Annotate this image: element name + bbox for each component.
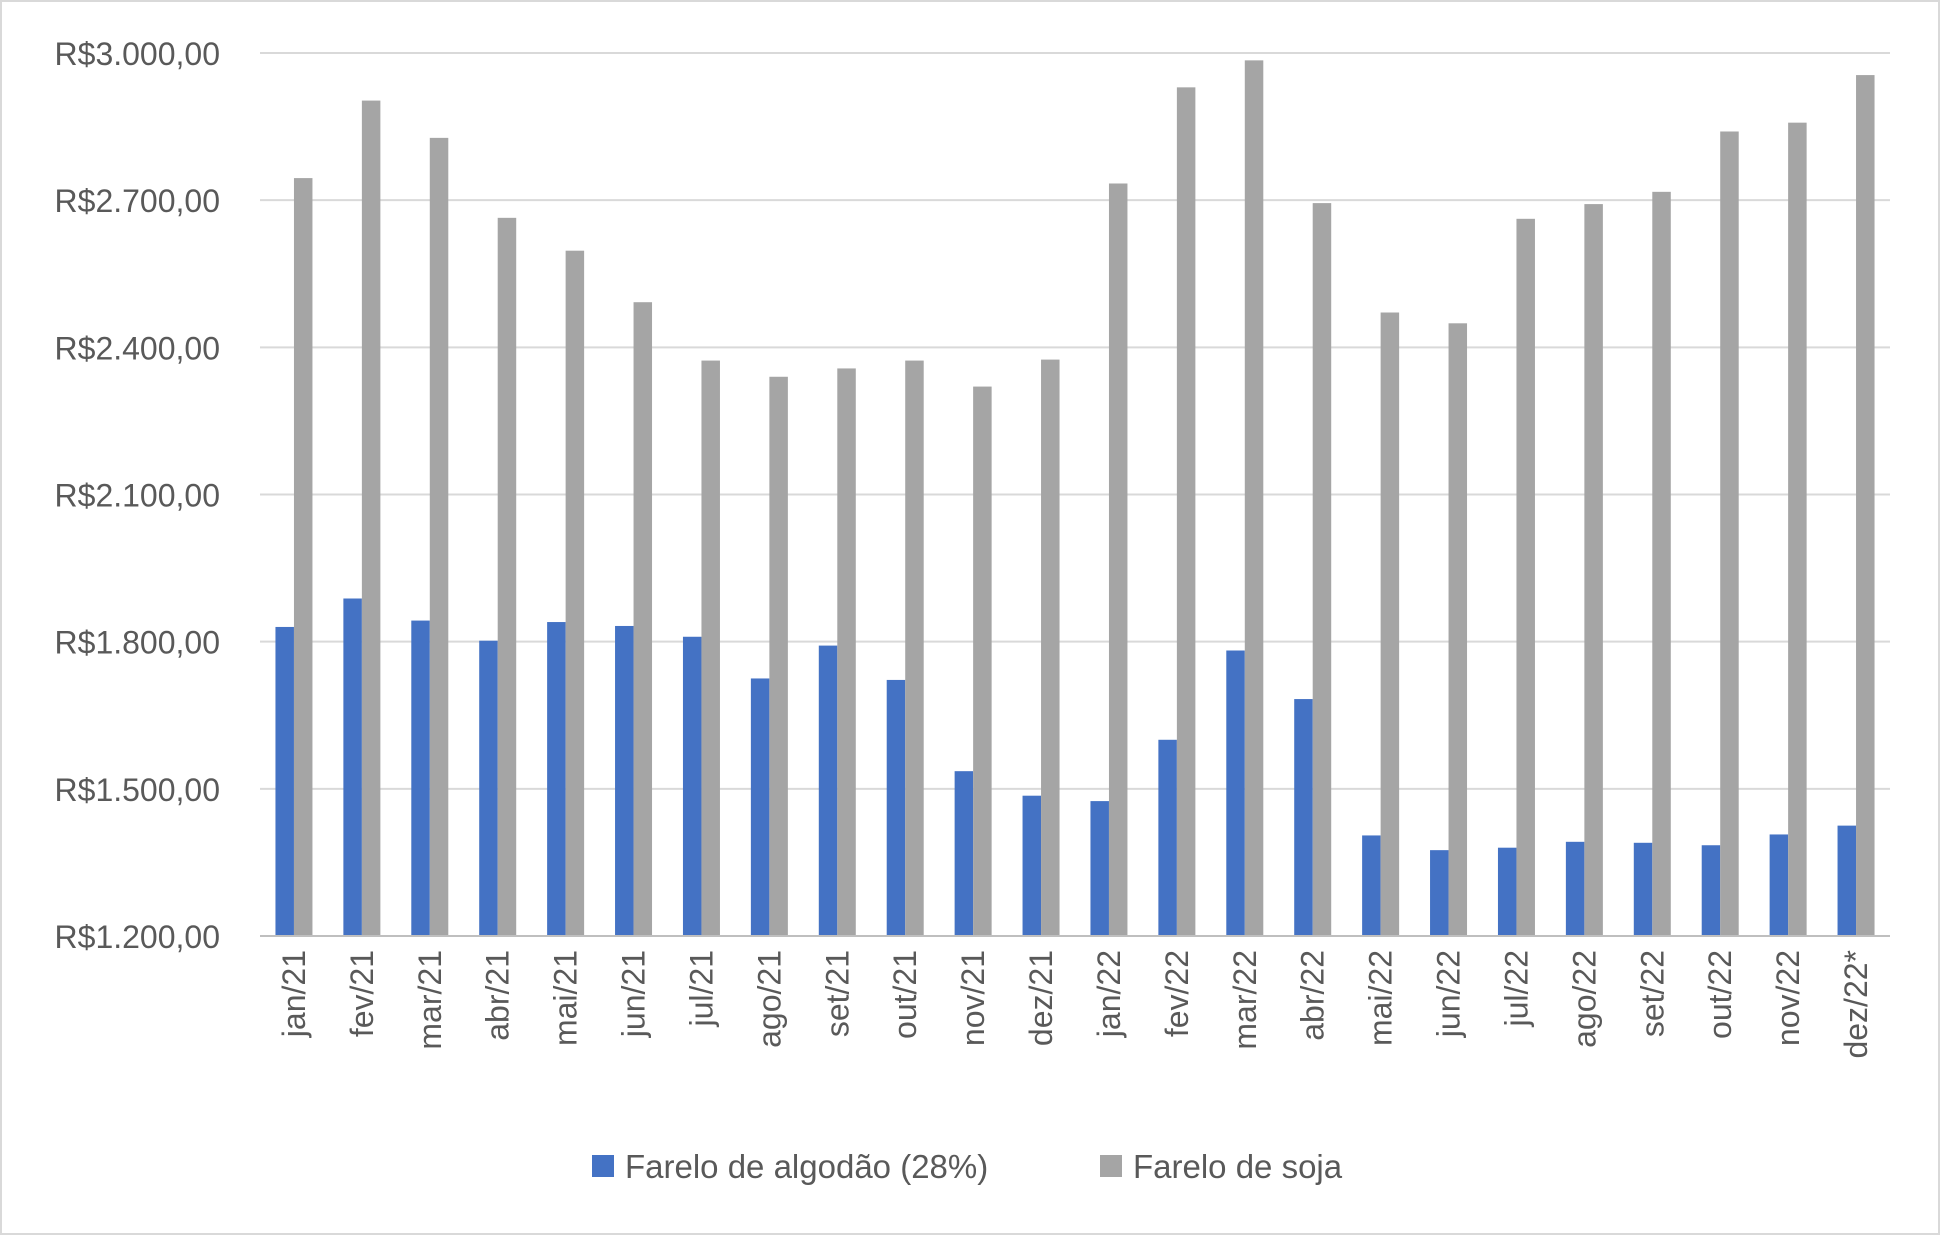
legend-swatch xyxy=(592,1155,614,1177)
bar-farelo-algodao xyxy=(886,679,906,936)
x-tick-label: ago/22 xyxy=(1566,950,1602,1048)
legend-label: Farelo de soja xyxy=(1133,1148,1343,1185)
bar-farelo-algodao xyxy=(1362,835,1381,936)
bar-farelo-soja xyxy=(701,360,720,936)
bar-farelo-soja xyxy=(1312,203,1332,937)
x-tick-label: out/22 xyxy=(1702,950,1738,1039)
x-tick-label: dez/21 xyxy=(1023,950,1059,1046)
bar-farelo-algodao xyxy=(1226,650,1245,936)
bar-farelo-soja xyxy=(905,360,924,936)
x-tick-label: jan/21 xyxy=(276,950,312,1038)
bar-farelo-algodao xyxy=(1837,825,1857,936)
x-tick-label: jun/21 xyxy=(616,950,652,1038)
bar-farelo-soja xyxy=(1448,323,1468,936)
y-axis-tick-labels: R$1.200,00 R$1.500,00 R$1.800,00 R$2.100,00… xyxy=(55,36,220,955)
x-tick-label: mai/21 xyxy=(548,950,584,1046)
y-tick-label: R$1.800,00 xyxy=(55,625,220,661)
x-tick-label: fev/22 xyxy=(1159,950,1195,1037)
x-tick-label: dez/22* xyxy=(1838,950,1874,1059)
bar-farelo-algodao xyxy=(547,622,566,936)
x-tick-label: out/21 xyxy=(887,950,923,1039)
bar-farelo-soja xyxy=(361,100,381,937)
bar-farelo-soja xyxy=(973,386,992,937)
x-tick-label: abr/21 xyxy=(480,950,516,1041)
x-tick-label: nov/21 xyxy=(955,950,991,1046)
bar-farelo-soja xyxy=(565,250,585,936)
x-tick-label: fev/21 xyxy=(344,950,380,1037)
x-tick-label: set/21 xyxy=(819,950,855,1037)
legend-swatch xyxy=(1100,1155,1122,1177)
bar-farelo-soja xyxy=(293,178,313,936)
bar-farelo-algodao xyxy=(818,645,838,936)
bar-farelo-algodao xyxy=(615,625,634,936)
x-tick-label: mai/22 xyxy=(1363,950,1399,1046)
x-tick-label: jun/22 xyxy=(1431,950,1467,1038)
x-tick-label: jul/22 xyxy=(1498,950,1534,1028)
bar-farelo-algodao xyxy=(1090,801,1109,936)
y-tick-label: R$1.500,00 xyxy=(55,772,220,808)
y-tick-label: R$3.000,00 xyxy=(55,36,220,72)
bars xyxy=(275,60,1875,937)
bar-farelo-soja xyxy=(429,137,449,937)
legend: Farelo de algodão (28%) Farelo de soja xyxy=(592,1148,1343,1185)
bar-farelo-algodao xyxy=(1701,845,1721,936)
bar-farelo-algodao xyxy=(275,626,294,936)
x-axis-tick-labels: jan/21 fev/21 mar/21 abr/21 mai/21 jun/21 jul/… xyxy=(276,950,1874,1059)
bar-farelo-soja xyxy=(769,376,788,936)
bar-farelo-algodao xyxy=(343,598,362,936)
bar-farelo-algodao xyxy=(1294,699,1313,936)
gridlines xyxy=(260,52,1890,790)
y-tick-label: R$2.700,00 xyxy=(55,183,220,219)
bar-farelo-soja xyxy=(1652,191,1671,937)
bar-farelo-algodao xyxy=(1497,847,1517,936)
bar-farelo-soja xyxy=(1584,204,1603,936)
bar-farelo-algodao xyxy=(682,636,702,936)
bar-farelo-algodao xyxy=(1565,841,1585,936)
x-tick-label: set/22 xyxy=(1634,950,1670,1037)
y-tick-label: R$1.200,00 xyxy=(55,919,220,955)
bar-farelo-soja xyxy=(1516,218,1535,936)
bar-farelo-soja xyxy=(1041,359,1060,936)
x-tick-label: nov/22 xyxy=(1770,950,1806,1046)
bar-farelo-algodao xyxy=(1633,842,1653,936)
bar-farelo-algodao xyxy=(1158,739,1177,936)
y-tick-label: R$2.100,00 xyxy=(55,478,220,514)
x-tick-label: ago/21 xyxy=(751,950,787,1048)
bar-farelo-soja xyxy=(1788,122,1807,937)
bar-farelo-algodao xyxy=(750,678,770,936)
bar-farelo-soja xyxy=(497,217,517,936)
bar-farelo-soja xyxy=(1720,131,1739,936)
bar-farelo-soja xyxy=(1108,183,1128,936)
x-tick-label: mar/22 xyxy=(1227,950,1263,1050)
bar-farelo-soja xyxy=(1380,312,1400,936)
bar-farelo-soja xyxy=(1244,60,1264,936)
bar-farelo-algodao xyxy=(411,620,430,936)
bar-farelo-algodao xyxy=(954,771,974,936)
y-tick-label: R$2.400,00 xyxy=(55,330,220,366)
bar-farelo-soja xyxy=(1856,75,1875,936)
x-tick-label: jan/22 xyxy=(1091,950,1127,1038)
legend-label: Farelo de algodão (28%) xyxy=(625,1148,988,1185)
bar-farelo-algodao xyxy=(1022,795,1042,936)
x-tick-label: mar/21 xyxy=(412,950,448,1050)
bar-farelo-soja xyxy=(1176,87,1196,937)
bar-farelo-algodao xyxy=(479,640,498,936)
bar-farelo-soja xyxy=(633,302,653,936)
x-tick-label: abr/22 xyxy=(1295,950,1331,1041)
bar-farelo-algodao xyxy=(1769,834,1789,936)
bar-farelo-soja xyxy=(837,368,856,936)
x-tick-label: jul/21 xyxy=(683,950,719,1028)
bar-farelo-algodao xyxy=(1430,850,1449,936)
